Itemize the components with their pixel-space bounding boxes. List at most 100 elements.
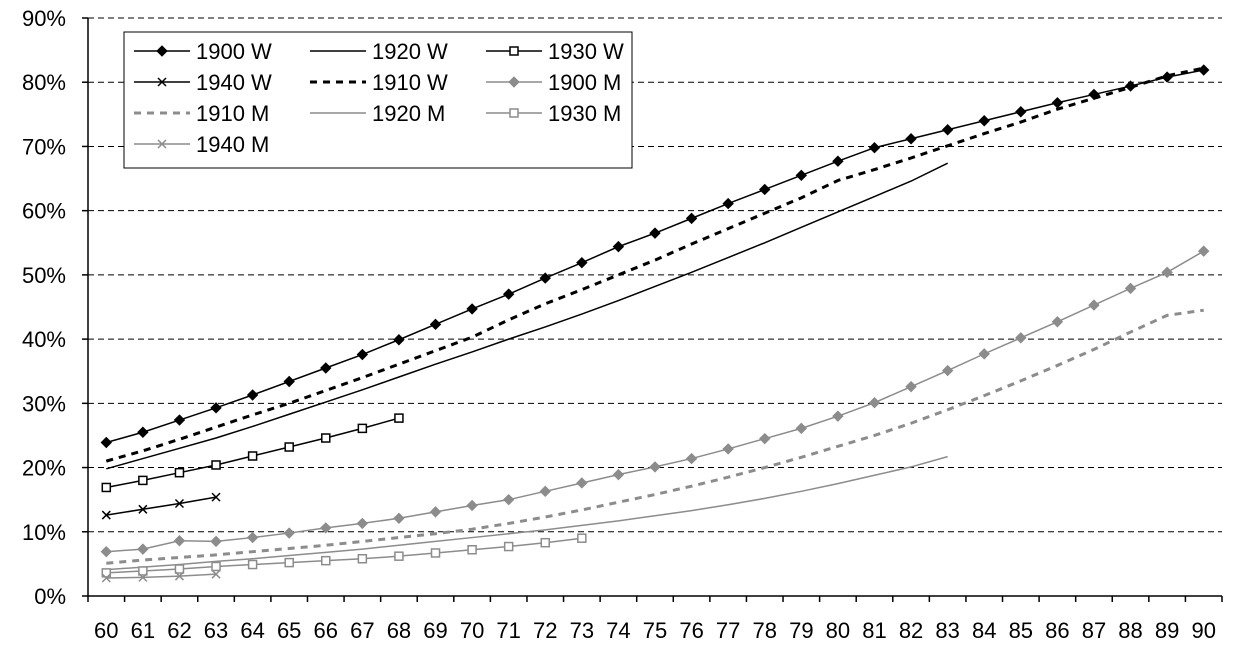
data-point (759, 432, 771, 445)
x-tick-label: 65 (277, 618, 301, 643)
data-point (539, 272, 551, 284)
data-point (393, 512, 405, 524)
data-point (540, 537, 551, 548)
x-tick-label: 74 (606, 618, 630, 643)
legend-marker (156, 45, 168, 57)
data-point (138, 566, 148, 576)
series-line (105, 66, 1205, 463)
series-1930-w (101, 413, 404, 493)
data-point (1015, 106, 1027, 118)
data-point (795, 422, 808, 435)
series-1940-w (101, 492, 221, 520)
data-point (137, 543, 149, 555)
legend-label: 1930 W (548, 39, 624, 64)
tick-labels: 0% 10% 20% 30% 40% 50% 60% 70% 80% 90% 60 61 62 63 64 6… (22, 6, 1216, 643)
series-1920-m (106, 455, 948, 571)
data-point (649, 227, 661, 239)
x-tick-label: 76 (679, 618, 703, 643)
x-tick-label: 69 (423, 618, 447, 643)
x-tick-label: 75 (643, 618, 667, 643)
series-group (100, 64, 1210, 583)
y-tick-label: 10% (22, 520, 66, 545)
series-1910-w (105, 66, 1205, 463)
x-tick-label: 77 (716, 618, 740, 643)
data-point (466, 499, 478, 512)
x-tick-label: 60 (94, 618, 118, 643)
y-tick-label: 50% (22, 263, 66, 288)
legend-box (123, 31, 633, 169)
y-tick-label: 30% (22, 391, 66, 416)
data-point (759, 183, 771, 196)
data-point (978, 348, 990, 360)
x-tick-label: 68 (387, 618, 411, 643)
legend-label: 1940 M (196, 132, 269, 157)
data-point (174, 564, 185, 574)
data-point (246, 389, 259, 401)
legend-marker (509, 46, 519, 56)
data-point (1051, 316, 1064, 328)
x-tick-label: 80 (826, 618, 850, 643)
data-point (832, 410, 844, 422)
data-point (832, 155, 844, 167)
data-point (101, 573, 111, 583)
legend-item-1920-m: 1920 M (310, 101, 445, 126)
x-tick-label: 81 (862, 618, 886, 643)
data-point (283, 375, 295, 388)
data-point (138, 504, 148, 514)
data-point (320, 362, 332, 374)
data-point (138, 475, 148, 486)
data-point (173, 414, 186, 426)
x-tick-label: 78 (752, 618, 776, 643)
data-point (1088, 299, 1100, 311)
series-1910-m (106, 308, 1204, 565)
legend-item-1940-m: 1940 M (134, 132, 269, 157)
series-line (106, 308, 1204, 565)
legend-label: 1900 W (196, 39, 272, 64)
data-point (357, 423, 368, 434)
data-point (321, 433, 331, 443)
data-point (174, 498, 184, 509)
x-tick-label: 62 (167, 618, 191, 643)
data-point (1198, 245, 1210, 257)
data-point (722, 197, 734, 210)
x-tick-label: 71 (496, 618, 520, 643)
y-tick-label: 40% (22, 327, 66, 352)
data-point (1015, 332, 1027, 344)
data-point (429, 506, 442, 518)
data-point (429, 318, 442, 331)
legend-item-1930-m: 1930 M (486, 101, 621, 126)
data-point (100, 545, 112, 558)
data-point (576, 477, 588, 489)
x-tick-label: 70 (460, 618, 484, 643)
x-tick-label: 82 (899, 618, 923, 643)
series-line (106, 573, 217, 579)
x-tick-label: 67 (350, 618, 374, 643)
legend-item-1940-w: 1940 W (134, 70, 272, 95)
data-point (210, 402, 222, 414)
x-tick-label: 87 (1082, 618, 1106, 643)
data-point (394, 551, 404, 561)
data-point (1124, 80, 1137, 92)
data-point (905, 133, 917, 145)
data-point (321, 555, 331, 566)
series-line (106, 496, 217, 516)
legend-marker (157, 77, 167, 87)
legend-label: 1910 W (372, 70, 448, 95)
data-point (577, 533, 587, 543)
data-point (502, 493, 515, 506)
data-point (612, 468, 625, 481)
data-point (174, 467, 185, 478)
data-point (941, 124, 954, 136)
x-tick-label: 84 (972, 618, 996, 643)
data-point (284, 557, 294, 568)
grid-lines (88, 17, 1222, 533)
data-point (868, 142, 881, 154)
data-point (211, 492, 221, 502)
data-point (247, 451, 258, 461)
series-1900-w (100, 64, 1210, 449)
data-point (394, 413, 404, 423)
data-point (174, 571, 184, 581)
data-point (356, 348, 369, 361)
x-tick-label: 85 (1009, 618, 1033, 643)
